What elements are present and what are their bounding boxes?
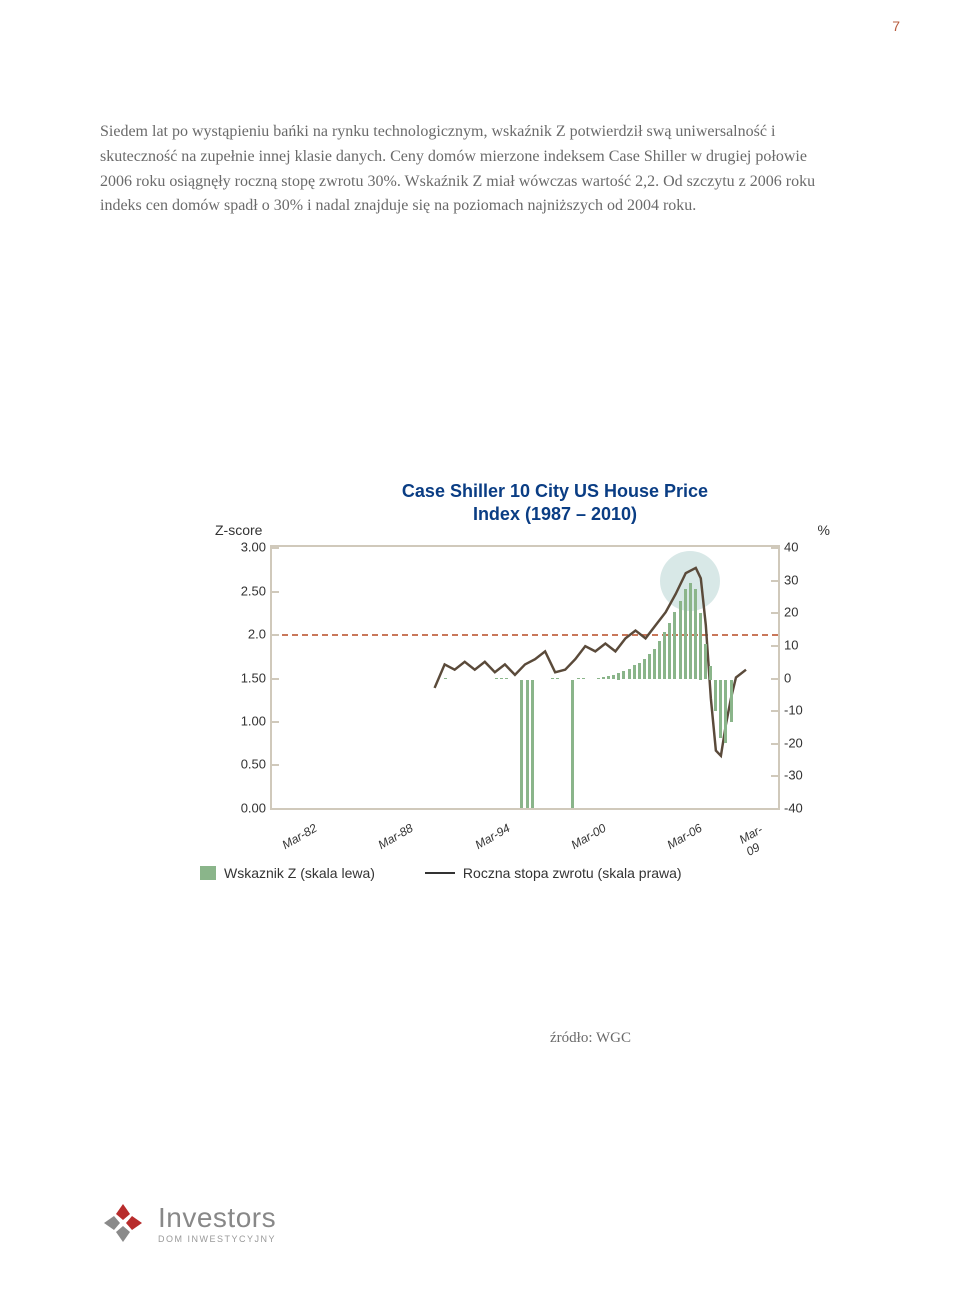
bar [607, 676, 610, 679]
tick-mark [771, 678, 778, 680]
tick-mark [771, 547, 778, 549]
y-left-tick: 1.00 [241, 714, 272, 729]
y-left-tick: 3.00 [241, 540, 272, 555]
bar [648, 654, 651, 679]
bar [679, 601, 682, 679]
body-paragraph: Siedem lat po wystąpieniu bańki na rynku… [100, 120, 820, 219]
chart-legend: Wskaznik Z (skala lewa) Roczna stopa zwr… [200, 865, 850, 881]
y-left-tick: 2.0 [248, 626, 272, 641]
y-left-tick: 0.50 [241, 757, 272, 772]
x-tick-label: Mar-88 [376, 821, 416, 852]
legend-swatch-icon [200, 866, 216, 880]
bar [684, 589, 687, 679]
bar [699, 613, 702, 679]
x-tick-label: Mar-06 [665, 821, 705, 852]
tick-mark [272, 678, 279, 680]
bar [638, 663, 641, 679]
y-right-tick: 10 [778, 637, 798, 652]
logo-sub-text: DOM INWESTYCYJNY [158, 1234, 276, 1244]
bar [520, 680, 523, 809]
legend-item-1: Wskaznik Z (skala lewa) [224, 865, 375, 881]
bar [551, 678, 554, 680]
x-tick-label: Mar-94 [472, 821, 512, 852]
bar [709, 666, 712, 679]
bar [689, 583, 692, 680]
chart-container: Case Shiller 10 City US House Price Inde… [200, 480, 850, 920]
x-tick-label: Mar-09 [736, 822, 772, 859]
bar [628, 669, 631, 680]
legend-item-2: Roczna stopa zwrotu (skala prawa) [463, 865, 682, 881]
y-left-tick: 0.00 [241, 801, 272, 816]
bar [658, 641, 661, 679]
x-tick-label: Mar-00 [568, 821, 608, 852]
y-right-tick: 40 [778, 540, 798, 555]
bar [505, 678, 508, 679]
bar [571, 680, 574, 809]
bar [704, 644, 707, 679]
tick-mark [272, 721, 279, 723]
bar [556, 678, 559, 680]
logo-icon [100, 1200, 146, 1246]
bar [633, 665, 636, 679]
y-right-tick: 30 [778, 572, 798, 587]
legend-line-icon [425, 872, 455, 874]
bar [495, 678, 498, 679]
tick-mark [272, 808, 279, 810]
bar [500, 678, 503, 680]
tick-mark [771, 775, 778, 777]
page-number: 7 [892, 18, 900, 34]
bar [668, 623, 671, 680]
tick-mark [771, 612, 778, 614]
bar [577, 678, 580, 679]
y-left-tick: 1.50 [241, 670, 272, 685]
tick-mark [272, 634, 279, 636]
bar [526, 680, 529, 809]
plot-area: 3.002.502.01.501.000.500.00403020100-10-… [270, 545, 780, 810]
tick-mark [272, 764, 279, 766]
bar [673, 612, 676, 679]
bar [653, 649, 656, 679]
chart-title: Case Shiller 10 City US House Price Inde… [380, 480, 730, 527]
x-tick-label: Mar-82 [280, 821, 320, 852]
brand-logo: Investors DOM INWESTYCYJNY [100, 1200, 276, 1246]
right-axis-label: % [818, 522, 830, 538]
bar [602, 677, 605, 679]
bar [531, 680, 534, 809]
y-right-tick: -20 [778, 735, 803, 750]
logo-main-text: Investors [158, 1202, 276, 1234]
bar [663, 632, 666, 679]
bar [694, 589, 697, 679]
bar [622, 671, 625, 680]
bar [597, 678, 600, 680]
bar [444, 678, 447, 679]
y-right-tick: -30 [778, 768, 803, 783]
bar [719, 680, 722, 738]
tick-mark [771, 808, 778, 810]
bar [612, 675, 615, 680]
y-right-tick: 0 [778, 670, 791, 685]
tick-mark [771, 743, 778, 745]
bar [643, 659, 646, 680]
y-right-tick: -10 [778, 703, 803, 718]
source-text: źródło: WGC [550, 1030, 631, 1047]
left-axis-label: Z-score [215, 522, 262, 538]
bar [617, 673, 620, 680]
y-left-tick: 2.50 [241, 583, 272, 598]
bar [730, 680, 733, 722]
tick-mark [272, 547, 279, 549]
bar [582, 678, 585, 679]
tick-mark [771, 710, 778, 712]
tick-mark [771, 580, 778, 582]
bar [714, 680, 717, 712]
tick-mark [771, 645, 778, 647]
y-right-tick: -40 [778, 801, 803, 816]
bar [724, 680, 727, 744]
tick-mark [272, 591, 279, 593]
y-right-tick: 20 [778, 605, 798, 620]
